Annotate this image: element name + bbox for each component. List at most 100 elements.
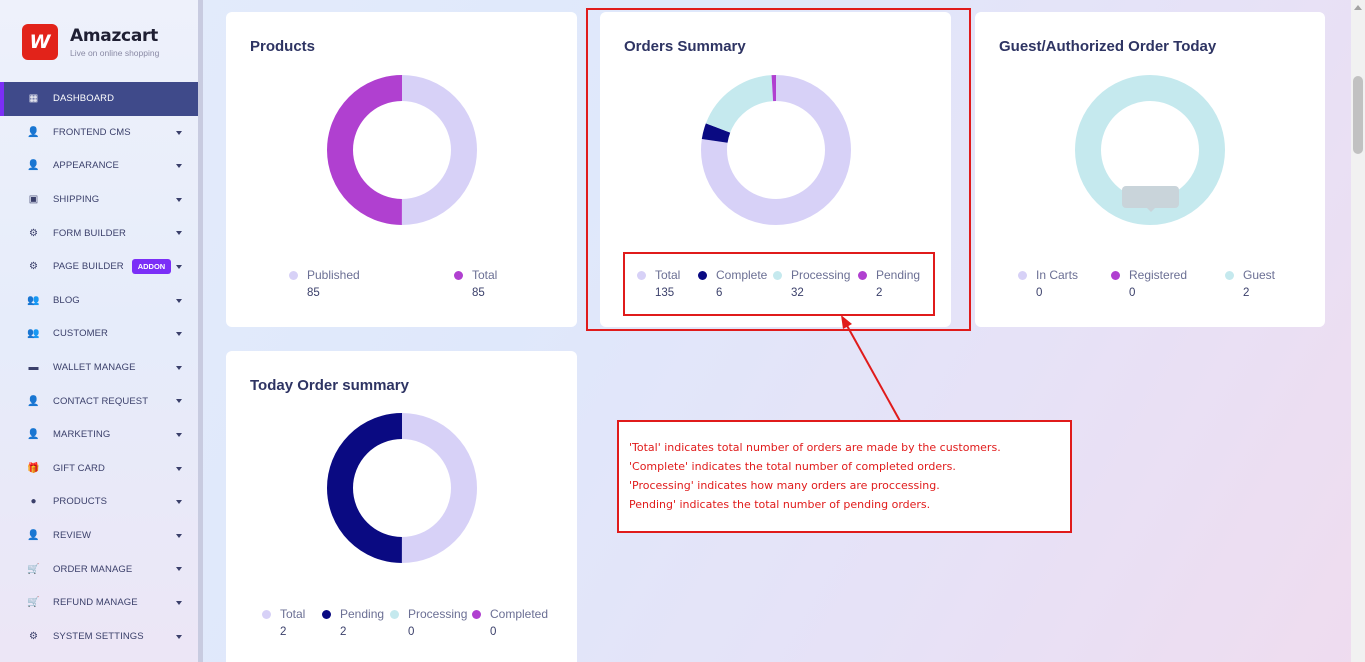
orders-summary-highlight (586, 8, 971, 331)
sidebar-item-frontend-cms[interactable]: 👤 FRONTEND CMS (0, 116, 198, 150)
page-scrollbar[interactable] (1351, 0, 1365, 662)
legend-value: 2 (1243, 287, 1250, 299)
chart-tooltip (1122, 186, 1179, 208)
sidebar-item-label: PAGE BUILDER (53, 261, 124, 273)
users-icon: 👥 (27, 294, 40, 306)
sidebar-item-shipping[interactable]: ▣ SHIPPING (0, 183, 198, 217)
donut-slice-pending[interactable] (327, 413, 477, 563)
annotation-line: 'Processing' indicates how many orders a… (629, 479, 940, 492)
legend-value: 0 (1129, 287, 1136, 299)
scrollbar-thumb[interactable] (1353, 76, 1363, 154)
card-title: Today Order summary (250, 377, 409, 394)
sidebar-item-label: ORDER MANAGE (53, 563, 133, 575)
user-icon: 👤 (27, 429, 40, 441)
sidebar-item-review[interactable]: 👤 REVIEW (0, 519, 198, 553)
sidebar-item-gift-card[interactable]: 🎁 GIFT CARD (0, 452, 198, 486)
user-icon: 👤 (27, 126, 40, 138)
sidebar-item-contact-request[interactable]: 👤 CONTACT REQUEST (0, 384, 198, 418)
legend-dot (262, 610, 271, 619)
sidebar-item-label: MARKETING (53, 429, 111, 441)
sidebar: W Amazcart Live on online shopping ▦ DASH… (0, 0, 198, 662)
sidebar-item-appearance[interactable]: 👤 APPEARANCE (0, 149, 198, 183)
sidebar-item-order-manage[interactable]: 🛒 ORDER MANAGE (0, 552, 198, 586)
chevron-down-icon (176, 533, 182, 538)
donut-slice-pending[interactable] (701, 75, 851, 225)
sidebar-item-refund-manage[interactable]: 🛒 REFUND MANAGE (0, 586, 198, 620)
sidebar-item-blog[interactable]: 👥 BLOG (0, 284, 198, 318)
chevron-down-icon (176, 130, 182, 135)
legend-value: 135 (655, 287, 675, 299)
legend-label: Pending (876, 268, 921, 282)
user-icon: 👤 (27, 395, 40, 407)
cart-icon: 🛒 (27, 597, 40, 609)
chevron-down-icon (176, 231, 182, 236)
chevron-down-icon (176, 432, 182, 437)
products-card: Products Published 85 Total 85 (226, 12, 577, 327)
chevron-down-icon (176, 197, 182, 202)
logo-icon: W (22, 24, 58, 60)
legend-dot (858, 271, 867, 280)
legend-label: Registered (1129, 268, 1188, 282)
donut-slice-guest[interactable] (1075, 75, 1225, 225)
sidebar-item-label: WALLET MANAGE (53, 362, 136, 374)
wallet-icon: ▬ (28, 362, 39, 374)
legend-value: 2 (280, 626, 287, 638)
scroll-up-icon[interactable] (1354, 5, 1362, 10)
chevron-down-icon (176, 164, 182, 169)
legend-dot (454, 271, 463, 280)
donut-slice-total[interactable] (327, 75, 477, 225)
sidebar-item-form-builder[interactable]: ⚙ FORM BUILDER (0, 216, 198, 250)
orders-summary-card: Orders Summary Total 135 Complete 6 Proc… (600, 12, 951, 327)
legend-label: Processing (791, 268, 851, 282)
gear-icon: ⚙ (29, 630, 38, 642)
products-donut-chart[interactable] (326, 74, 478, 226)
chevron-down-icon (176, 264, 182, 269)
legend-dot (698, 271, 707, 280)
chevron-down-icon (176, 634, 182, 639)
legend-value: 6 (716, 287, 723, 299)
sidebar-item-label: CUSTOMER (53, 328, 108, 340)
cart-icon: 🛒 (27, 563, 40, 575)
legend-label: Published (307, 268, 360, 282)
sidebar-item-label: PRODUCTS (53, 496, 108, 508)
sidebar-item-label: SYSTEM SETTINGS (53, 630, 144, 642)
sidebar-item-label: REFUND MANAGE (53, 597, 138, 609)
sidebar-item-customer[interactable]: 👥 CUSTOMER (0, 317, 198, 351)
sidebar-item-products[interactable]: ● PRODUCTS (0, 485, 198, 519)
chevron-down-icon (176, 500, 182, 505)
cogs-icon: ⚙ (29, 261, 38, 273)
brand-name: Amazcart (70, 26, 158, 46)
sidebar-item-label: SHIPPING (53, 194, 100, 206)
addon-badge: ADDON (131, 259, 172, 275)
chevron-down-icon (176, 600, 182, 605)
legend-dot (289, 271, 298, 280)
product-icon: ● (30, 496, 37, 508)
legend-value: 2 (876, 287, 883, 299)
users-icon: 👥 (27, 328, 40, 340)
legend-label: Total (280, 607, 306, 621)
sidebar-item-marketing[interactable]: 👤 MARKETING (0, 418, 198, 452)
user-icon: 👤 (27, 530, 40, 542)
legend-highlight (623, 252, 935, 316)
brand[interactable]: W Amazcart Live on online shopping (22, 24, 159, 60)
gift-icon: 🎁 (27, 462, 40, 474)
sidebar-item-page-builder[interactable]: ⚙ PAGE BUILDER ADDON (0, 250, 198, 284)
sidebar-item-wallet-manage[interactable]: ▬ WALLET MANAGE (0, 351, 198, 385)
card-title: Products (250, 38, 316, 55)
chevron-down-icon (176, 365, 182, 370)
sidebar-item-label: BLOG (53, 294, 80, 306)
today-orders-donut-chart[interactable] (326, 412, 478, 564)
chevron-down-icon (176, 399, 182, 404)
chevron-down-icon (176, 466, 182, 471)
chevron-down-icon (176, 298, 182, 303)
sidebar-item-system-settings[interactable]: ⚙ SYSTEM SETTINGS (0, 620, 198, 654)
legend-label: Guest (1243, 268, 1276, 282)
sidebar-menu: ▦ DASHBOARD 👤 FRONTEND CMS 👤 APPEARANCE ▣ SHIPP… (0, 82, 198, 653)
legend-label: Total (472, 268, 498, 282)
legend-dot (322, 610, 331, 619)
guest-orders-card: Guest/Authorized Order Today In Carts 0 … (975, 12, 1325, 327)
annotation-line: 'Total' indicates total number of orders… (629, 441, 1001, 454)
orders-summary-donut-chart[interactable] (700, 74, 852, 226)
sidebar-item-dashboard[interactable]: ▦ DASHBOARD (0, 82, 198, 116)
guest-orders-donut-chart[interactable] (1074, 74, 1226, 226)
